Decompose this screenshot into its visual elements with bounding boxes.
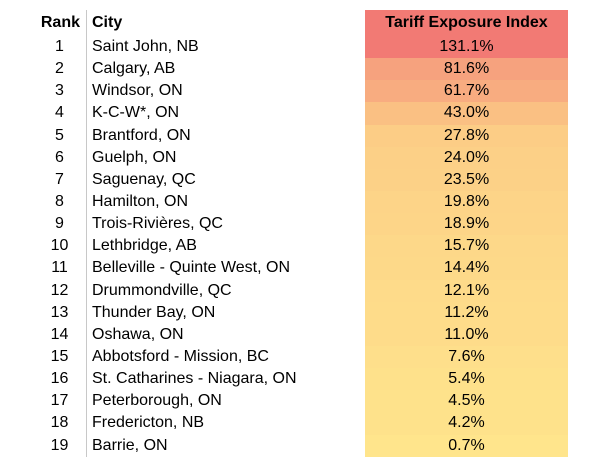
rank-cell: 4 xyxy=(33,102,87,125)
city-cell: Fredericton, NB xyxy=(92,414,205,432)
table-row: 15 Abbotsford - Mission, BC 7.6% xyxy=(33,345,573,369)
city-cell: Saint John, NB xyxy=(92,38,199,56)
index-column-header: Tariff Exposure Index xyxy=(365,10,568,36)
index-cell: 11.2% xyxy=(365,301,568,324)
city-cell: Brantford, ON xyxy=(92,126,191,144)
rank-cell: 6 xyxy=(33,146,87,169)
city-cell: Drummondville, QC xyxy=(92,281,232,299)
table-row: 11 Belleville - Quinte West, ON 14.4% xyxy=(33,257,573,280)
index-cell: 12.1% xyxy=(365,279,568,302)
rank-column-header: Rank xyxy=(33,10,87,36)
city-cell: Lethbridge, AB xyxy=(92,237,197,255)
city-cell: Guelph, ON xyxy=(92,148,177,166)
index-cell: 14.4% xyxy=(365,257,568,280)
city-cell: Thunder Bay, ON xyxy=(92,303,216,321)
rank-cell: 8 xyxy=(33,190,87,214)
table-body: 1 Saint John, NB 131.1% 2 Calgary, AB 81.6% 3 W… xyxy=(33,36,573,457)
index-cell: 81.6% xyxy=(365,58,568,81)
city-cell: K-C-W*, ON xyxy=(92,104,180,122)
tariff-exposure-table: Rank City Tariff Exposure Index 1 Saint J… xyxy=(33,10,573,457)
rank-cell: 18 xyxy=(33,412,87,435)
table-row: 13 Thunder Bay, ON 11.2% xyxy=(33,301,573,324)
table-row: 2 Calgary, AB 81.6% xyxy=(33,58,573,81)
index-cell: 19.8% xyxy=(365,190,568,214)
city-cell: Barrie, ON xyxy=(92,436,168,454)
table-row: 1 Saint John, NB 131.1% xyxy=(33,36,573,59)
table-row: 16 St. Catharines - Niagara, ON 5.4% xyxy=(33,368,573,391)
table-row: 10 Lethbridge, AB 15.7% xyxy=(33,235,573,258)
city-cell: Oshawa, ON xyxy=(92,325,184,343)
rank-cell: 13 xyxy=(33,301,87,324)
table-row: 17 Peterborough, ON 4.5% xyxy=(33,390,573,413)
table-row: 7 Saguenay, QC 23.5% xyxy=(33,168,573,191)
index-cell: 131.1% xyxy=(365,36,568,59)
table-row: 6 Guelph, ON 24.0% xyxy=(33,146,573,169)
city-cell: St. Catharines - Niagara, ON xyxy=(92,370,297,388)
index-cell: 18.9% xyxy=(365,213,568,236)
rank-cell: 9 xyxy=(33,213,87,236)
city-cell: Saguenay, QC xyxy=(92,170,196,188)
city-cell: Hamilton, ON xyxy=(92,193,189,211)
index-cell: 43.0% xyxy=(365,102,568,125)
city-cell: Abbotsford - Mission, BC xyxy=(92,348,269,366)
index-cell: 23.5% xyxy=(365,168,568,191)
rank-cell: 2 xyxy=(33,58,87,81)
index-cell: 7.6% xyxy=(365,345,568,369)
table-row: 12 Drummondville, QC 12.1% xyxy=(33,279,573,302)
table-row: 5 Brantford, ON 27.8% xyxy=(33,124,573,147)
index-cell: 24.0% xyxy=(365,146,568,169)
rank-cell: 3 xyxy=(33,80,87,103)
index-cell: 4.2% xyxy=(365,412,568,435)
rank-cell: 14 xyxy=(33,323,87,346)
city-cell: Trois-Rivières, QC xyxy=(92,215,223,233)
index-cell: 27.8% xyxy=(365,124,568,147)
index-cell: 0.7% xyxy=(365,434,568,457)
city-cell: Belleville - Quinte West, ON xyxy=(92,259,290,277)
rank-cell: 19 xyxy=(33,434,87,457)
rank-cell: 5 xyxy=(33,124,87,147)
city-cell: Windsor, ON xyxy=(92,82,183,100)
table-row: 8 Hamilton, ON 19.8% xyxy=(33,190,573,214)
index-cell: 11.0% xyxy=(365,323,568,346)
rank-cell: 7 xyxy=(33,168,87,191)
table-row: 4 K-C-W*, ON 43.0% xyxy=(33,102,573,125)
rank-cell: 16 xyxy=(33,368,87,391)
rank-cell: 17 xyxy=(33,390,87,413)
table-row: 3 Windsor, ON 61.7% xyxy=(33,80,573,103)
rank-cell: 12 xyxy=(33,279,87,302)
table-row: 14 Oshawa, ON 11.0% xyxy=(33,323,573,346)
table-row: 18 Fredericton, NB 4.2% xyxy=(33,412,573,435)
rank-cell: 10 xyxy=(33,235,87,258)
rank-cell: 15 xyxy=(33,345,87,369)
index-cell: 61.7% xyxy=(365,80,568,103)
table-header-row: Rank City Tariff Exposure Index xyxy=(33,10,573,36)
index-cell: 5.4% xyxy=(365,368,568,391)
rank-cell: 11 xyxy=(33,257,87,280)
rank-cell: 1 xyxy=(33,36,87,59)
city-column-header: City xyxy=(92,14,123,31)
index-cell: 15.7% xyxy=(365,235,568,258)
city-cell: Peterborough, ON xyxy=(92,392,222,410)
index-cell: 4.5% xyxy=(365,390,568,413)
table-row: 9 Trois-Rivières, QC 18.9% xyxy=(33,213,573,236)
table-row: 19 Barrie, ON 0.7% xyxy=(33,434,573,457)
city-cell: Calgary, AB xyxy=(92,60,176,78)
